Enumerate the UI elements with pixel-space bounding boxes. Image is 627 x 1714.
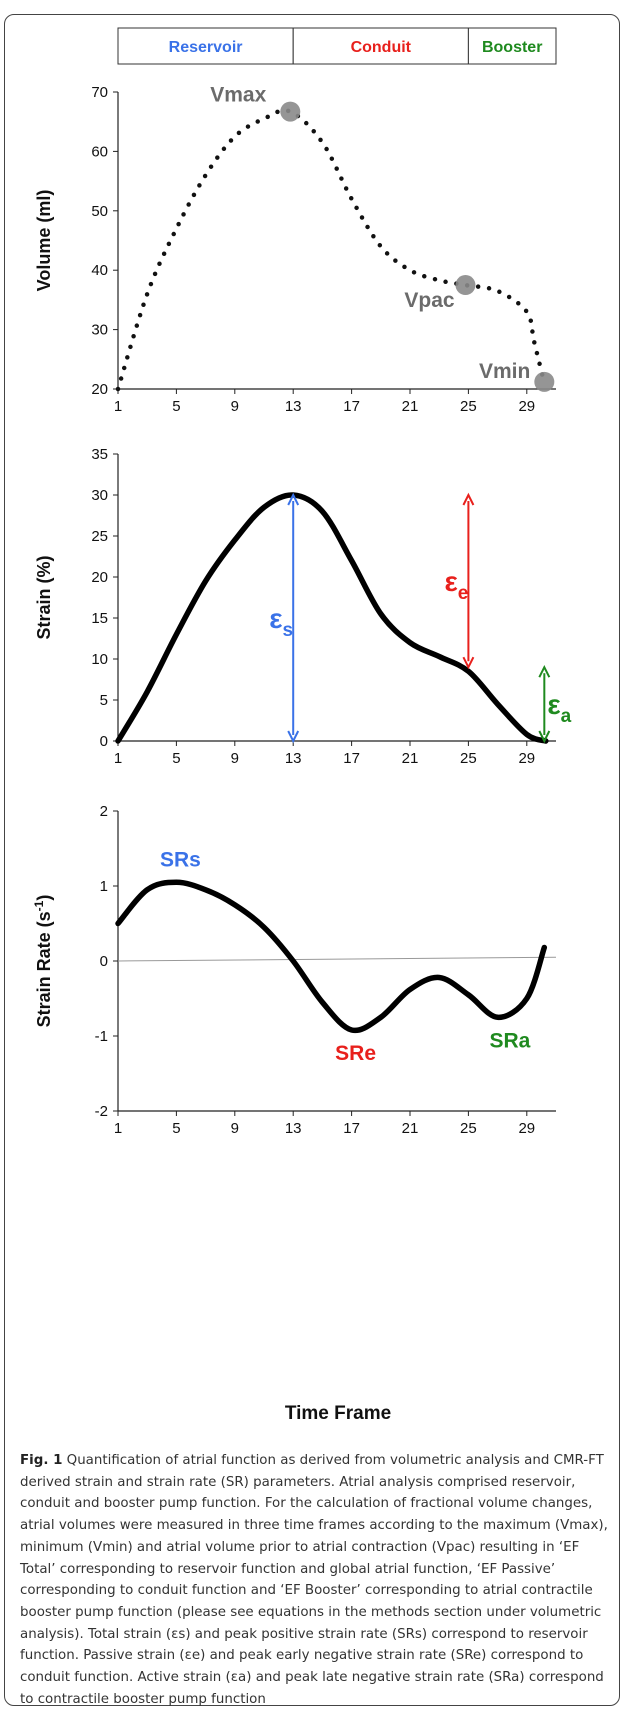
strain-subscript: s bbox=[283, 620, 294, 641]
strain-series bbox=[115, 492, 549, 744]
caption-text: Quantification of atrial function as der… bbox=[20, 1453, 608, 1707]
x-tick-label: 29 bbox=[518, 398, 535, 415]
marker-vmax bbox=[280, 101, 301, 122]
strain-arrowhead-bottom-s bbox=[287, 730, 300, 744]
strain-label-s: εs bbox=[269, 603, 293, 641]
y-tick-label: 50 bbox=[91, 203, 108, 220]
y-axis-label-close: ) bbox=[34, 895, 54, 901]
y-tick-label: 25 bbox=[91, 528, 108, 545]
strain-symbol: ε bbox=[547, 689, 560, 720]
y-tick-label: 70 bbox=[91, 84, 108, 101]
y-tick-label: 30 bbox=[91, 487, 108, 504]
y-tick-label: -1 bbox=[95, 1028, 108, 1045]
figure-frame bbox=[4, 14, 620, 1706]
strain-symbol: ε bbox=[444, 566, 457, 597]
y-tick-label: 35 bbox=[91, 446, 108, 463]
caption-label: Fig. 1 bbox=[20, 1453, 63, 1468]
x-tick-label: 25 bbox=[460, 750, 477, 767]
phase-label-reservoir: Reservoir bbox=[169, 39, 243, 56]
y-tick-label: 0 bbox=[100, 953, 108, 970]
y-axis-label: Strain (%) bbox=[34, 555, 54, 639]
x-tick-label: 13 bbox=[285, 398, 302, 415]
x-tick-label: 25 bbox=[460, 398, 477, 415]
marker-vmin bbox=[534, 371, 555, 392]
x-tick-label: 21 bbox=[402, 398, 419, 415]
y-tick-label: 2 bbox=[100, 803, 108, 820]
y-tick-label: -2 bbox=[95, 1103, 108, 1120]
x-tick-label: 25 bbox=[460, 1120, 477, 1137]
strain-arrowhead-top-s bbox=[287, 492, 300, 506]
x-tick-label: 29 bbox=[518, 1120, 535, 1137]
x-tick-label: 5 bbox=[172, 750, 180, 767]
phase-label-conduit: Conduit bbox=[351, 39, 412, 56]
y-axis-label-sup: -1 bbox=[32, 900, 46, 911]
y-axis-label: Strain Rate (s-1) bbox=[32, 895, 54, 1028]
zero-reference-line bbox=[117, 956, 557, 962]
strain-symbol: ε bbox=[269, 603, 282, 634]
x-tick-label: 1 bbox=[114, 1120, 122, 1137]
y-tick-label: 20 bbox=[91, 569, 108, 586]
marker-label-vmax: Vmax bbox=[210, 84, 266, 107]
figure-caption: Fig. 1 Quantification of atrial function… bbox=[20, 1450, 612, 1710]
y-tick-label: 10 bbox=[91, 651, 108, 668]
marker-vpac bbox=[455, 275, 476, 296]
phase-box-booster bbox=[467, 27, 557, 65]
rate-label-sra: SRa bbox=[489, 1029, 530, 1052]
rate-label-srs: SRs bbox=[160, 848, 201, 871]
x-axis-label: Time Frame bbox=[285, 1403, 391, 1424]
y-tick-label: 15 bbox=[91, 610, 108, 627]
x-tick-label: 9 bbox=[231, 750, 239, 767]
strain-arrowhead-top-e bbox=[462, 492, 475, 506]
strain-subscript: e bbox=[458, 583, 469, 604]
y-tick-label: 60 bbox=[91, 143, 108, 160]
strain-subscript: a bbox=[561, 706, 572, 727]
strain-arrowhead-top-a bbox=[538, 664, 551, 678]
strain-label-a: εa bbox=[547, 689, 571, 727]
x-tick-label: 17 bbox=[343, 398, 360, 415]
phase-box-reservoir bbox=[117, 27, 294, 65]
strain-arrowhead-bottom-a bbox=[538, 730, 551, 744]
strain-arrowhead-bottom-e bbox=[462, 656, 475, 670]
x-tick-label: 21 bbox=[402, 1120, 419, 1137]
x-tick-label: 5 bbox=[172, 1120, 180, 1137]
x-tick-label: 1 bbox=[114, 750, 122, 767]
x-tick-label: 21 bbox=[402, 750, 419, 767]
phase-box-conduit bbox=[292, 27, 469, 65]
y-tick-label: 1 bbox=[100, 878, 108, 895]
marker-label-vmin: Vmin bbox=[479, 360, 530, 383]
y-tick-label: 0 bbox=[100, 733, 108, 750]
x-tick-label: 1 bbox=[114, 398, 122, 415]
strain-label-e: εe bbox=[444, 566, 468, 604]
x-tick-label: 9 bbox=[231, 398, 239, 415]
y-tick-label: 20 bbox=[91, 381, 108, 398]
x-tick-label: 17 bbox=[343, 750, 360, 767]
phase-bar: Reservoir Conduit Booster bbox=[117, 27, 557, 65]
x-tick-label: 13 bbox=[285, 750, 302, 767]
x-tick-label: 29 bbox=[518, 750, 535, 767]
x-tick-label: 9 bbox=[231, 1120, 239, 1137]
x-tick-label: 17 bbox=[343, 1120, 360, 1137]
rate-label-sre: SRe bbox=[335, 1042, 376, 1065]
x-tick-label: 5 bbox=[172, 398, 180, 415]
y-tick-label: 40 bbox=[91, 262, 108, 279]
volume-chart: 20 30 40 50 60 70 1 5 9 13 17 21 25 29 Volume (ml) Vmax… bbox=[34, 84, 556, 415]
y-axis-label: Volume (ml) bbox=[34, 190, 54, 292]
y-tick-label: 30 bbox=[91, 322, 108, 339]
phase-label-booster: Booster bbox=[482, 39, 542, 56]
strain-rate-series bbox=[115, 879, 548, 1034]
marker-label-vpac: Vpac bbox=[404, 289, 455, 312]
y-tick-label: 5 bbox=[100, 692, 108, 709]
volume-series bbox=[115, 108, 547, 392]
x-tick-label: 13 bbox=[285, 1120, 302, 1137]
